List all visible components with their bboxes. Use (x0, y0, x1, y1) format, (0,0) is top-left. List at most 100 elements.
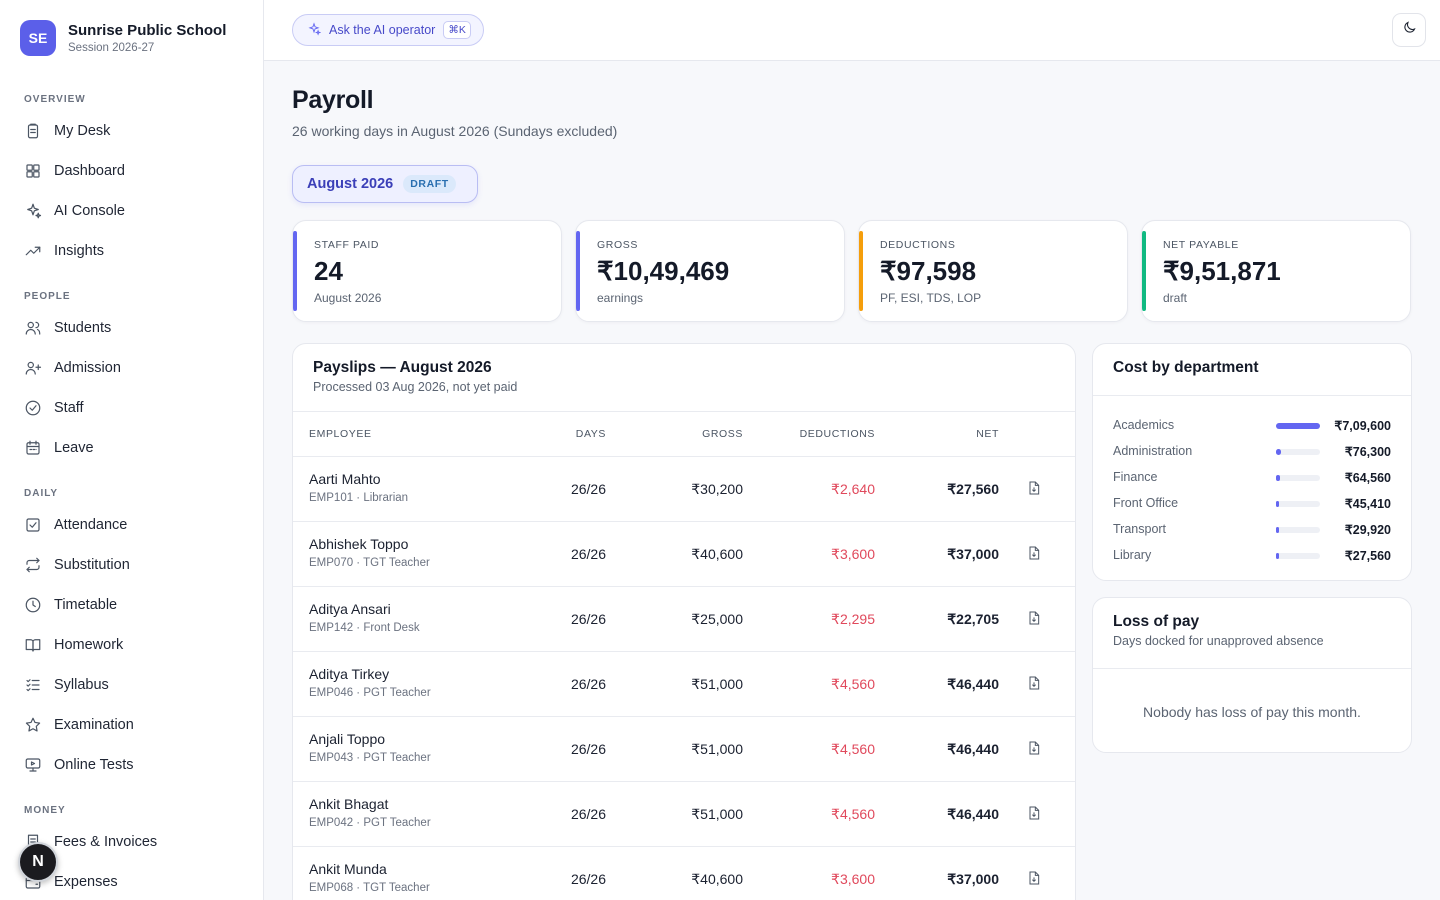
gross-cell: ₹40,600 (691, 871, 743, 887)
table-row[interactable]: Aditya Ansari EMP142 · Front Desk 26/26 … (293, 587, 1075, 652)
download-payslip-icon[interactable] (1026, 610, 1044, 628)
column-header-gross: GROSS (702, 428, 743, 440)
ask-ai-operator-button[interactable]: Ask the AI operator ⌘K (292, 14, 484, 46)
employee-name: Aarti Mahto (309, 471, 381, 487)
deductions-cell: ₹2,640 (831, 481, 875, 497)
download-payslip-icon[interactable] (1026, 480, 1044, 498)
days-cell: 26/26 (570, 871, 606, 887)
sidebar-item-admission[interactable]: Admission (0, 348, 263, 388)
page-subtitle: 26 working days in August 2026 (Sundays … (292, 123, 618, 139)
table-row[interactable]: Anjali Toppo EMP043 · PGT Teacher 26/26 … (293, 717, 1075, 782)
department-cost-bar (1276, 475, 1320, 481)
employee-name: Aditya Tirkey (309, 666, 390, 682)
theme-toggle-button[interactable] (1392, 13, 1426, 47)
session-label: Session 2026-27 (68, 42, 155, 54)
sparkle-icon (24, 202, 42, 220)
gross-cell: ₹30,200 (691, 481, 743, 497)
sidebar-item-substitution[interactable]: Substitution (0, 545, 263, 585)
table-row[interactable]: Aditya Tirkey EMP046 · PGT Teacher 26/26… (293, 652, 1075, 717)
payslips-title: Payslips — August 2026 (313, 359, 492, 376)
sidebar-item-students[interactable]: Students (0, 308, 263, 348)
department-name: Administration (1113, 444, 1193, 458)
trending-up-icon (24, 242, 42, 260)
stat-label: DEDUCTIONS (880, 239, 956, 251)
list-check-icon (24, 676, 42, 694)
stat-value: ₹97,598 (880, 256, 977, 286)
nav-section-title: PEOPLE (24, 291, 71, 302)
download-payslip-icon[interactable] (1026, 870, 1044, 888)
sidebar-item-examination[interactable]: Examination (0, 705, 263, 745)
book-icon (24, 636, 42, 654)
days-cell: 26/26 (570, 676, 606, 692)
sidebar-item-ai-console[interactable]: AI Console (0, 191, 263, 231)
sidebar-item-attendance[interactable]: Attendance (0, 505, 263, 545)
department-cost-fill (1276, 501, 1279, 507)
department-name: Finance (1113, 470, 1158, 484)
stat-note: August 2026 (314, 291, 382, 305)
sidebar-item-label: Students (54, 320, 112, 336)
days-cell: 26/26 (570, 546, 606, 562)
days-cell: 26/26 (570, 481, 606, 497)
deductions-cell: ₹3,600 (831, 871, 875, 887)
payslips-subtitle: Processed 03 Aug 2026, not yet paid (313, 380, 518, 394)
net-cell: ₹37,000 (947, 546, 999, 562)
employee-name: Anjali Toppo (309, 731, 386, 747)
department-amount: ₹27,560 (1344, 549, 1391, 563)
net-cell: ₹27,560 (947, 481, 999, 497)
stat-card-staff-paid: STAFF PAID 24 August 2026 (292, 220, 562, 322)
column-header-days: DAYS (575, 428, 606, 440)
ask-ai-operator-label: Ask the AI operator (329, 23, 436, 37)
sidebar-item-label: Fees & Invoices (54, 834, 158, 850)
sidebar-item-label: Insights (54, 243, 104, 259)
table-row[interactable]: Ankit Munda EMP068 · TGT Teacher 26/26 ₹… (293, 847, 1075, 900)
sidebar-item-label: Examination (54, 717, 134, 733)
download-payslip-icon[interactable] (1026, 740, 1044, 758)
department-name: Transport (1113, 522, 1167, 536)
department-cost-fill (1276, 449, 1281, 455)
download-payslip-icon[interactable] (1026, 675, 1044, 693)
stat-value: ₹9,51,871 (1163, 256, 1281, 286)
sidebar-item-staff[interactable]: Staff (0, 388, 263, 428)
stat-note: earnings (597, 291, 644, 305)
table-row[interactable]: Abhishek Toppo EMP070 · TGT Teacher 26/2… (293, 522, 1075, 587)
sidebar-item-online-tests[interactable]: Online Tests (0, 745, 263, 785)
monitor-icon (24, 756, 42, 774)
department-name: Library (1113, 548, 1152, 562)
grid-icon (24, 162, 42, 180)
payroll-period-selector[interactable]: August 2026 DRAFT (292, 165, 478, 203)
sidebar-item-insights[interactable]: Insights (0, 231, 263, 271)
gross-cell: ₹40,600 (691, 546, 743, 562)
sidebar-item-homework[interactable]: Homework (0, 625, 263, 665)
repeat-icon (24, 556, 42, 574)
days-cell: 26/26 (570, 806, 606, 822)
table-row[interactable]: Aarti Mahto EMP101 · Librarian 26/26 ₹30… (293, 457, 1075, 522)
department-amount: ₹7,09,600 (1334, 419, 1391, 433)
sidebar-item-label: Online Tests (54, 757, 134, 773)
stat-value: 24 (314, 256, 343, 286)
department-cost-bar (1276, 527, 1320, 533)
stat-accent-bar (293, 231, 297, 311)
department-amount: ₹76,300 (1344, 445, 1391, 459)
column-header-net: NET (976, 428, 999, 440)
download-payslip-icon[interactable] (1026, 805, 1044, 823)
sidebar-item-syllabus[interactable]: Syllabus (0, 665, 263, 705)
employee-meta: EMP142 · Front Desk (309, 622, 420, 634)
sidebar-item-expenses[interactable]: Expenses (0, 862, 263, 900)
download-payslip-icon[interactable] (1026, 545, 1044, 563)
sidebar-item-my-desk[interactable]: My Desk (0, 111, 263, 151)
employee-meta: EMP042 · PGT Teacher (309, 817, 431, 829)
loss-of-pay-card: Loss of pay Days docked for unapproved a… (1092, 597, 1412, 753)
sidebar-item-timetable[interactable]: Timetable (0, 585, 263, 625)
brand[interactable]: SE Sunrise Public School Session 2026-27 (0, 0, 263, 76)
department-cost-bar (1276, 553, 1320, 559)
department-list: Academics ₹7,09,600 Administration ₹76,3… (1093, 396, 1411, 567)
sidebar-item-leave[interactable]: Leave (0, 428, 263, 468)
sidebar-item-label: My Desk (54, 123, 111, 139)
sidebar-item-dashboard[interactable]: Dashboard (0, 151, 263, 191)
sidebar-item-label: Homework (54, 637, 124, 653)
stat-value: ₹10,49,469 (597, 256, 730, 286)
days-cell: 26/26 (570, 741, 606, 757)
floating-assistant-button[interactable]: N (18, 842, 58, 882)
table-row[interactable]: Ankit Bhagat EMP042 · PGT Teacher 26/26 … (293, 782, 1075, 847)
check-circle-icon (24, 399, 42, 417)
